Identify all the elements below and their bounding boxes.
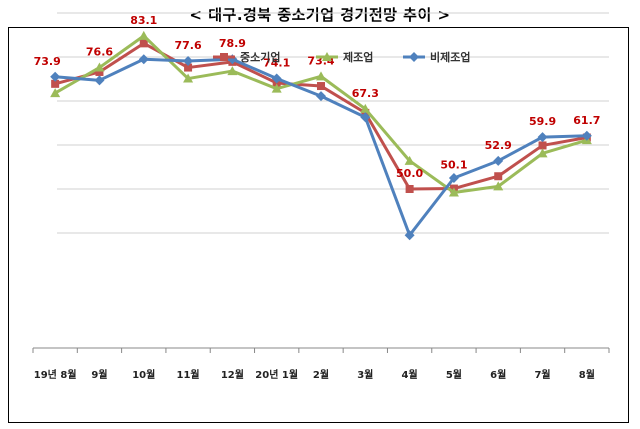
x-tick-label: 3월 — [357, 369, 373, 381]
x-tick-label: 4월 — [402, 369, 418, 381]
point-triangle — [183, 73, 194, 83]
point-diamond — [183, 55, 194, 66]
x-tick-label: 8월 — [579, 369, 595, 381]
legend-item-2: 비제조업 — [403, 50, 470, 64]
x-tick-label: 11월 — [177, 369, 200, 381]
data-label: 67.3 — [352, 87, 379, 100]
chart-title: < 대구.경북 중소기업 경기전망 추이 > — [189, 6, 451, 24]
point-diamond — [537, 132, 548, 143]
point-diamond — [409, 52, 419, 62]
point-triangle — [316, 71, 326, 81]
x-tick-label: 5월 — [446, 369, 462, 381]
gridlines — [57, 12, 609, 234]
point-triangle — [537, 148, 548, 158]
point-triangle — [94, 62, 105, 72]
data-label: 52.9 — [485, 139, 512, 152]
x-tick-label: 19년 8월 — [34, 368, 77, 381]
point-diamond — [581, 130, 592, 141]
series-group — [50, 30, 592, 241]
point-square — [184, 63, 193, 72]
data-label: 77.6 — [175, 39, 202, 52]
point-triangle — [271, 83, 282, 93]
legend: 중소기업 제조업 비제조업 — [213, 50, 470, 64]
point-triangle — [448, 187, 459, 197]
point-diamond — [50, 71, 61, 82]
point-square — [51, 79, 60, 88]
x-tick-label: 2월 — [313, 369, 329, 381]
point-triangle — [50, 88, 61, 98]
legend-label: 제조업 — [343, 50, 373, 64]
data-labels: 73.976.683.177.6 78.974.1 73.467.350.050.1… — [34, 14, 601, 180]
x-tick-label: 7월 — [534, 369, 550, 381]
legend-label: 중소기업 — [240, 50, 280, 64]
series-1 — [50, 30, 592, 197]
data-label: 74.1 — [263, 57, 290, 70]
point-triangle — [322, 52, 332, 61]
data-label: 50.0 — [396, 167, 423, 180]
data-label: 59.9 — [529, 115, 556, 128]
data-label: 83.1 — [130, 14, 157, 27]
point-square — [494, 172, 503, 181]
data-label: 73.9 — [34, 55, 61, 68]
legend-label: 비제조업 — [430, 50, 470, 64]
chart-frame — [8, 27, 629, 423]
x-tick-label: 6월 — [490, 369, 506, 381]
point-diamond — [138, 54, 149, 65]
point-triangle — [493, 181, 504, 191]
data-label: 76.6 — [86, 46, 113, 59]
point-square — [317, 82, 325, 91]
point-square — [220, 53, 228, 61]
point-diamond — [271, 73, 282, 84]
point-diamond — [448, 173, 459, 183]
x-tick-label: 9월 — [91, 369, 107, 381]
point-square — [139, 39, 148, 48]
data-label: 50.1 — [440, 159, 467, 172]
point-triangle — [227, 66, 238, 76]
data-label: 78.9 — [219, 37, 246, 50]
point-triangle — [138, 30, 149, 40]
point-diamond — [360, 112, 371, 123]
point-diamond — [493, 155, 504, 166]
point-square — [538, 141, 547, 150]
x-axis: 19년 8월 9월 10월 11월 12월 20년 1월 2월 3월 4월 5월 6월 7월 8월 — [32, 347, 610, 381]
x-tick-label: 10월 — [132, 369, 155, 381]
point-square — [405, 185, 414, 193]
point-diamond — [404, 230, 415, 241]
legend-item-1: 제조업 — [316, 50, 373, 64]
point-triangle — [404, 155, 415, 165]
point-triangle — [360, 103, 371, 113]
point-square — [95, 67, 104, 76]
series-2 — [50, 54, 592, 241]
x-tick-label: 20년 1월 — [255, 368, 298, 381]
data-label: 61.7 — [573, 114, 600, 127]
x-tick-label: 12월 — [221, 369, 244, 381]
point-diamond — [94, 75, 105, 86]
point-diamond — [316, 91, 326, 102]
legend-item-0: 중소기업 — [213, 50, 280, 64]
